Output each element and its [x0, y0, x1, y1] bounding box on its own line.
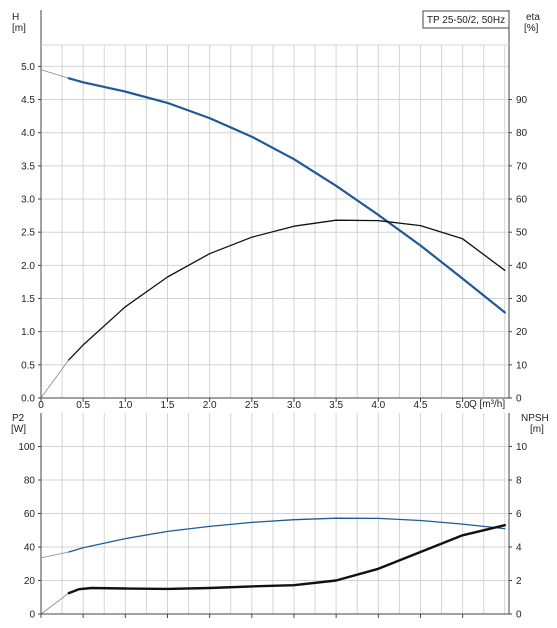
left-tick-label: 20 [24, 576, 36, 587]
model-label: TP 25-50/2, 50Hz [427, 15, 505, 26]
left-tick-label: 100 [18, 442, 35, 453]
npsh-curve [67, 524, 506, 595]
right-tick-label: 10 [516, 360, 528, 371]
right-tick-label: 30 [516, 294, 528, 305]
x-axis-title: Q [m³/h] [469, 399, 505, 410]
right-tick-label: 70 [516, 161, 528, 172]
left-tick-label: 1.5 [21, 294, 35, 305]
npsh-curve-extension [40, 592, 70, 615]
x-tick-label: 3.5 [329, 400, 343, 411]
x-tick-label: 2.5 [245, 400, 259, 411]
x-tick-label: 3.0 [287, 400, 301, 411]
left-tick-label: 2.0 [21, 261, 35, 272]
head-curve-extension [40, 69, 69, 79]
right-tick-label: 8 [516, 476, 522, 487]
right-tick-label: 50 [516, 228, 528, 239]
bottom-left-axis-unit: [W] [11, 424, 26, 435]
x-tick-label: 0 [38, 400, 44, 411]
right-tick-label: 90 [516, 95, 528, 106]
left-tick-label: 60 [24, 509, 36, 520]
left-tick-label: 2.5 [21, 228, 35, 239]
left-tick-label: 4.5 [21, 95, 35, 106]
left-tick-label: 4.0 [21, 128, 35, 139]
efficiency-curve-extension [40, 359, 70, 399]
x-tick-label: 2.0 [203, 400, 217, 411]
left-tick-label: 0.0 [21, 394, 35, 405]
left-tick-label: 40 [24, 543, 36, 554]
left-tick-label: 3.5 [21, 161, 35, 172]
right-tick-label: 0 [516, 394, 522, 405]
right-tick-label: 2 [516, 576, 522, 587]
efficiency-curve [68, 219, 506, 361]
bottom-right-axis-unit: [m] [530, 424, 544, 435]
right-tick-label: 10 [516, 442, 528, 453]
bottom-right-axis-title: NPSH [521, 413, 549, 424]
right-tick-label: 80 [516, 128, 528, 139]
bottom-panel-grid [40, 413, 510, 615]
head-curve [67, 77, 506, 314]
right-tick-label: 0 [516, 610, 522, 621]
bottom-panel-curves [40, 517, 506, 615]
power-curve [68, 517, 506, 553]
left-tick-label: 0.5 [21, 360, 35, 371]
x-tick-label: 5.0 [456, 400, 470, 411]
top-left-axis-title: H [12, 12, 19, 23]
x-tick-label: 0.5 [76, 400, 90, 411]
right-tick-label: 6 [516, 509, 522, 520]
model-label-box [422, 10, 510, 29]
x-tick-label: 4.5 [414, 400, 428, 411]
left-tick-label: 1.0 [21, 327, 35, 338]
top-panel-grid [40, 10, 510, 399]
bottom-panel-tick-labels: 0 20 40 60 80 100 0 2 4 6 8 10 [18, 442, 527, 621]
left-tick-label: 0 [29, 610, 35, 621]
right-tick-label: 20 [516, 327, 528, 338]
top-panel-tick-labels: 0.0 0.5 1.0 1.5 2.0 2.5 3.0 3.5 4.0 4.5 5.0 0 10 20 30… [21, 62, 527, 411]
top-right-axis-title: eta [526, 12, 540, 23]
top-panel-curves [40, 69, 506, 399]
x-tick-label: 4.0 [371, 400, 385, 411]
power-curve-extension [40, 551, 69, 559]
x-tick-label: 1.0 [118, 400, 132, 411]
left-tick-label: 3.0 [21, 195, 35, 206]
left-tick-label: 5.0 [21, 62, 35, 73]
right-tick-label: 40 [516, 261, 528, 272]
x-tick-label: 1.5 [161, 400, 175, 411]
right-tick-label: 4 [516, 543, 522, 554]
bottom-left-axis-title: P2 [12, 413, 25, 424]
top-right-axis-unit: [%] [524, 23, 539, 34]
left-tick-label: 80 [24, 476, 36, 487]
right-tick-label: 60 [516, 195, 528, 206]
top-left-axis-unit: [m] [12, 23, 26, 34]
